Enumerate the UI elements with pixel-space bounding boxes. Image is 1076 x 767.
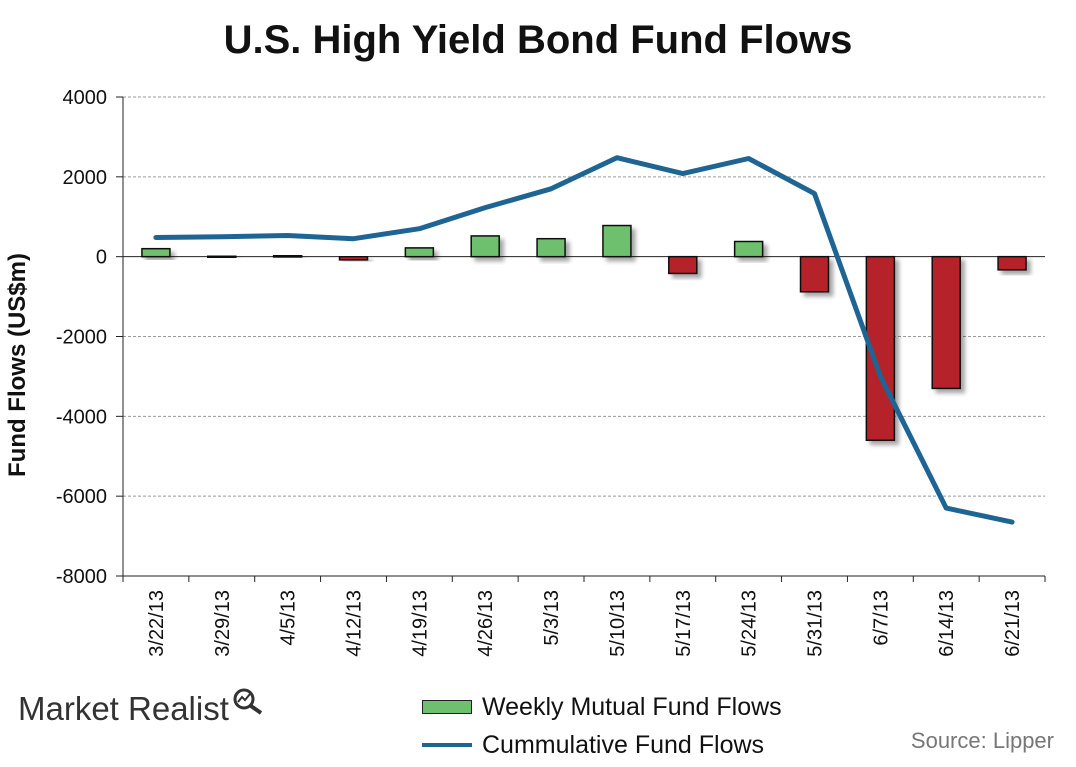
x-tick-label: 3/22/13 [146, 590, 168, 657]
flow-bar [141, 247, 171, 258]
logo-text: Market Realist [18, 690, 229, 727]
tick-labels: 4000 2000 0 -2000 -4000 -6000 -8000 3/22/13 3/29… [56, 87, 1024, 657]
flow-bar [207, 255, 237, 259]
flow-bar [997, 255, 1027, 271]
y-tick-label: -6000 [56, 486, 107, 508]
flow-bar [931, 255, 961, 390]
legend-swatch-bar [422, 700, 472, 714]
flow-bar [733, 240, 764, 258]
flow-bar [470, 235, 500, 258]
flow-bar [338, 255, 369, 261]
x-tick-label: 6/14/13 [936, 590, 958, 657]
y-tick-label: -8000 [56, 566, 107, 588]
x-tick-label: 5/24/13 [739, 590, 761, 657]
y-tick-label: 2000 [63, 167, 108, 189]
x-tick-label: 5/10/13 [607, 590, 629, 657]
x-tick-label: 5/17/13 [673, 590, 695, 657]
flow-bar [602, 224, 632, 258]
line-series [153, 155, 1015, 525]
gridlines [123, 96, 1045, 577]
bar-series [141, 224, 1027, 442]
x-tick-label: 4/19/13 [409, 590, 431, 657]
flow-bar [668, 255, 698, 275]
x-tick-label: 4/12/13 [344, 590, 366, 657]
y-tick-label: -2000 [56, 327, 107, 349]
legend-item-weekly: Weekly Mutual Fund Flows [422, 688, 782, 726]
axes [116, 96, 1046, 582]
flow-bar [799, 255, 830, 293]
x-tick-label: 4/5/13 [278, 590, 300, 646]
market-realist-logo: Market Realist [18, 688, 265, 728]
x-tick-label: 6/21/13 [1002, 590, 1024, 657]
cumulative-flow-line [153, 155, 1015, 525]
x-tick-label: 4/26/13 [475, 590, 497, 657]
flow-bar [404, 247, 435, 258]
y-tick-label: -4000 [56, 406, 107, 428]
legend-label-weekly: Weekly Mutual Fund Flows [482, 692, 782, 721]
flow-bar [536, 237, 566, 258]
y-tick-label: 0 [96, 247, 107, 269]
x-tick-label: 6/7/13 [870, 590, 892, 646]
magnifier-chart-icon [233, 688, 263, 715]
legend-label-cumulative: Cummulative Fund Flows [482, 730, 765, 759]
source-note: Source: Lipper [910, 728, 1054, 753]
x-tick-label: 5/31/13 [805, 590, 827, 657]
chart-title: U.S. High Yield Bond Fund Flows [223, 18, 853, 62]
legend-swatch-line [422, 743, 472, 747]
flow-bar [272, 254, 303, 258]
y-tick-label: 4000 [63, 87, 108, 109]
x-tick-label: 5/3/13 [541, 590, 563, 646]
legend-item-cumulative: Cummulative Fund Flows [422, 726, 782, 764]
legend: Weekly Mutual Fund Flows Cummulative Fun… [422, 688, 782, 764]
x-tick-label: 3/29/13 [212, 590, 234, 657]
